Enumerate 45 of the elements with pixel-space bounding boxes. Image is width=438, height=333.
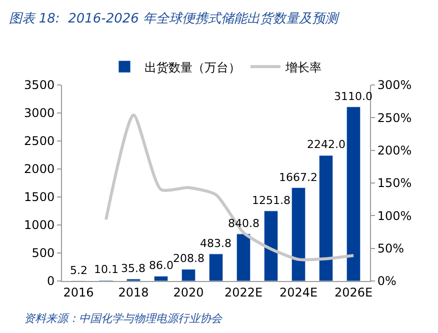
bar bbox=[236, 234, 251, 281]
y-tick-label: 3000 bbox=[24, 106, 55, 120]
y2-tick-label: 200% bbox=[377, 144, 412, 158]
y-tick-label: 0 bbox=[46, 274, 55, 288]
y-tick-label: 2000 bbox=[24, 162, 55, 176]
text: 资料来源：中国化学与物理电源行业协会 bbox=[24, 312, 223, 325]
data-label: 840.8 bbox=[228, 217, 260, 230]
y2-tick-label: 0% bbox=[377, 274, 396, 288]
x-tick-label: 2016 bbox=[63, 285, 94, 300]
bar bbox=[208, 254, 224, 281]
x-tick-label: 2026E bbox=[334, 285, 373, 300]
y-tick-label: 1000 bbox=[24, 218, 55, 232]
bar bbox=[181, 269, 196, 281]
data-label: 35.8 bbox=[121, 262, 146, 275]
data-label: 2242.0 bbox=[307, 138, 346, 151]
x-tick-label: 2022E bbox=[224, 285, 263, 300]
data-label: 483.8 bbox=[200, 237, 232, 250]
bar bbox=[346, 106, 361, 281]
data-label: 86.0 bbox=[149, 259, 174, 272]
data-label: 1667.2 bbox=[279, 171, 318, 184]
legend-label: 出货数量（万台） bbox=[144, 60, 240, 74]
chart-title: 图表 18: 2016-2026 年全球便携式储能出货数量及预测 bbox=[8, 11, 340, 26]
x-tick-label: 2024E bbox=[279, 285, 318, 300]
data-label: 10.1 bbox=[94, 263, 118, 276]
x-tick-label: 2018 bbox=[118, 285, 149, 300]
y2-tick-label: 100% bbox=[377, 208, 412, 223]
legend-label: 增长率 bbox=[284, 60, 322, 74]
y2-tick-label: 150% bbox=[377, 176, 412, 190]
x-tick-label: 2020 bbox=[173, 285, 204, 300]
data-label: 1251.8 bbox=[252, 194, 290, 207]
y2-tick-label: 300% bbox=[377, 78, 412, 92]
y2-tick-label: 250% bbox=[377, 110, 412, 125]
bar bbox=[154, 276, 168, 281]
data-label: 3110.0 bbox=[334, 90, 372, 103]
data-label: 208.8 bbox=[173, 252, 204, 265]
bar bbox=[291, 187, 306, 281]
line-series bbox=[104, 114, 355, 262]
y-tick-label: 500 bbox=[32, 246, 55, 260]
bar bbox=[264, 210, 278, 281]
y-tick-label: 1500 bbox=[24, 190, 55, 204]
data-label: 5.2 bbox=[70, 264, 88, 277]
y-tick-label: 3500 bbox=[24, 78, 55, 92]
y-tick-label: 2500 bbox=[24, 134, 55, 148]
y2-tick-label: 50% bbox=[377, 242, 404, 256]
bar bbox=[318, 155, 334, 281]
